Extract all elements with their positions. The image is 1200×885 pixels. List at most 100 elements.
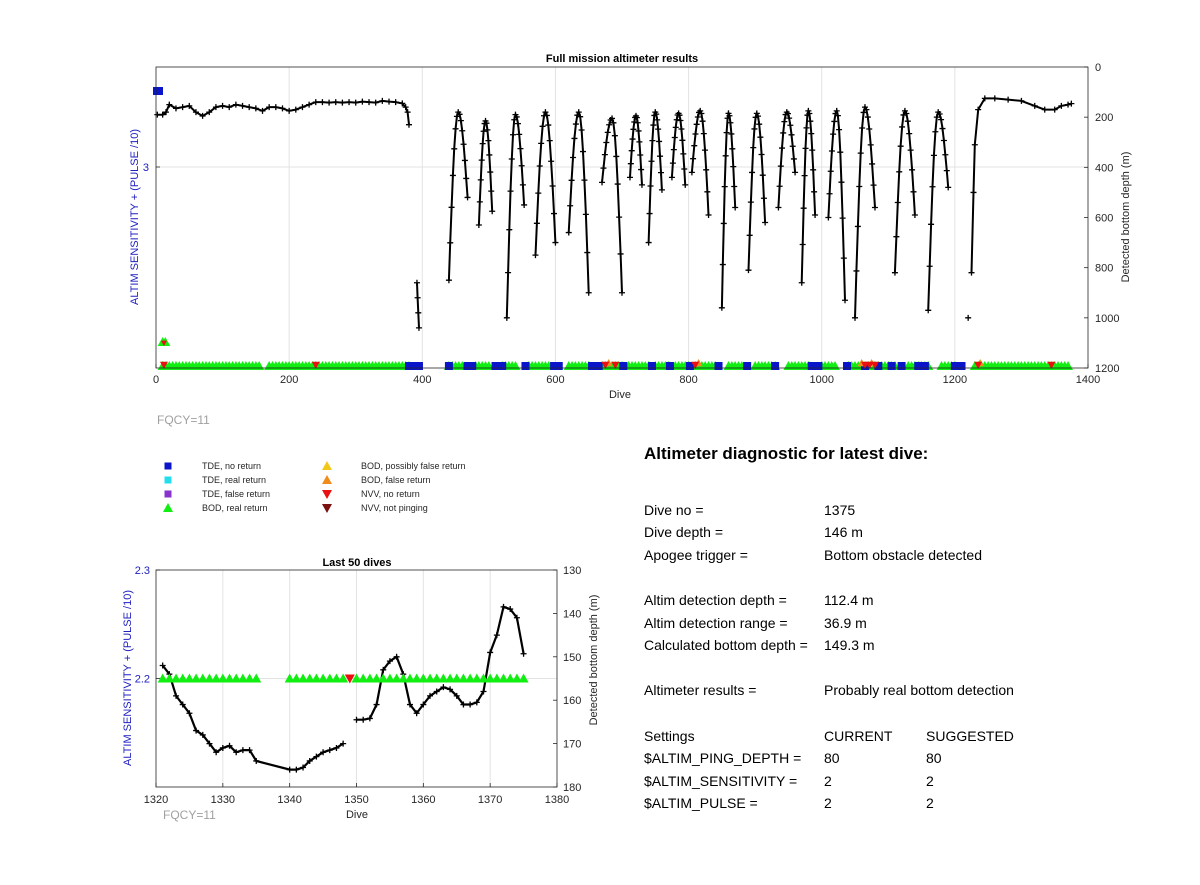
depth-point-marker: [572, 121, 579, 128]
depth-point-marker: [808, 130, 815, 137]
depth-point-marker: [926, 263, 933, 270]
depth-point-marker: [792, 169, 799, 176]
detection-range-label: Altim detection range =: [644, 614, 788, 631]
depth-point-marker: [866, 126, 873, 133]
depth-point-marker: [777, 163, 784, 170]
depth-point-marker: [339, 99, 346, 106]
depth-point-marker: [326, 99, 333, 106]
depth-point-marker: [306, 101, 313, 108]
depth-point-marker: [830, 131, 837, 138]
dive-no-value: 1375: [824, 501, 856, 518]
depth-point-marker: [728, 130, 735, 137]
depth-point-marker: [192, 109, 199, 116]
setting-suggested: 2: [926, 795, 934, 812]
nvv-no-return-marker: [1047, 361, 1056, 369]
depth-point-marker: [658, 186, 665, 193]
bottom-depth-point-marker: [360, 716, 367, 723]
diagnostic-title: Altimeter diagnostic for latest dive:: [644, 444, 929, 463]
depth-point-marker: [837, 149, 844, 156]
depth-point-marker: [788, 131, 795, 138]
depth-point-marker: [603, 139, 610, 146]
depth-point-marker: [719, 261, 726, 268]
bod-real-return-marker: [304, 673, 315, 683]
legend-label: TDE, no return: [202, 461, 261, 471]
depth-point-marker: [657, 169, 664, 176]
depth-point-marker: [392, 99, 399, 106]
depth-point-marker: [266, 104, 273, 111]
tde-no-return-marker: [414, 362, 423, 370]
bottom-left-tick-label: 2.3: [135, 565, 150, 577]
legend-triangle-up-marker: [322, 461, 332, 470]
depth-point-marker: [415, 309, 422, 316]
tde-no-return-marker: [468, 362, 477, 370]
depth-point-marker: [578, 127, 585, 134]
depth-point-marker: [533, 220, 540, 227]
bod-real-return-marker: [378, 673, 389, 683]
depth-point-marker: [626, 174, 633, 181]
depth-point-marker: [486, 151, 493, 158]
depth-point-marker: [700, 130, 707, 137]
depth-point-marker: [610, 119, 617, 126]
depth-point-marker: [542, 109, 549, 116]
top-right-axis-label: Detected bottom depth (m): [1120, 152, 1132, 283]
depth-point-marker: [1068, 100, 1075, 107]
bod-real-return-marker: [458, 673, 469, 683]
depth-point-marker: [645, 239, 652, 246]
depth-point-marker: [840, 255, 847, 262]
apogee-row: Apogee trigger = Bottom obstacle detecte…: [644, 544, 1164, 567]
depth-point-marker: [727, 119, 734, 126]
bottom-depth-point-marker: [480, 688, 487, 695]
depth-point-marker: [647, 182, 654, 189]
bottom-depth-point-marker: [173, 692, 180, 699]
depth-point-marker: [246, 104, 253, 111]
bod-real-return-marker: [324, 673, 335, 683]
depth-point-marker: [786, 115, 793, 122]
bottom-x-tick-label: 1320: [144, 794, 168, 806]
depth-point-marker: [903, 110, 910, 117]
depth-point-marker: [577, 113, 584, 120]
depth-point-marker: [199, 112, 206, 119]
bottom-left-axis-label: ALTIM SENSITIVITY + (PULSE /10): [122, 590, 134, 766]
bod-real-return-marker: [284, 673, 295, 683]
calculated-depth-label: Calculated bottom depth =: [644, 637, 808, 654]
depth-point-marker: [548, 158, 555, 165]
depth-point-marker: [650, 122, 657, 129]
depth-point-marker: [413, 279, 420, 286]
legend-square-marker: [164, 462, 172, 470]
depth-point-marker: [508, 155, 515, 162]
depth-point-marker: [670, 146, 677, 153]
depth-point-marker: [386, 98, 392, 105]
bod-real-return-marker: [431, 673, 442, 683]
bottom-depth-point-marker: [386, 658, 393, 665]
depth-point-marker: [827, 168, 834, 175]
depth-point-marker: [753, 110, 760, 117]
depth-point-marker: [779, 145, 786, 152]
depth-point-marker: [673, 116, 680, 123]
bottom-depth-point-marker: [380, 666, 387, 673]
depth-point-marker: [798, 279, 805, 286]
depth-point-marker: [581, 177, 588, 184]
tde-no-return-marker: [843, 362, 852, 370]
depth-point-marker: [939, 125, 946, 132]
depth-point-marker: [933, 114, 940, 121]
depth-point-marker: [750, 144, 757, 151]
depth-point-marker: [448, 204, 455, 211]
bottom-depth-point-marker: [467, 701, 474, 708]
bottom-depth-point-marker: [206, 740, 213, 747]
depth-point-marker: [871, 204, 878, 211]
depth-point-marker: [893, 233, 900, 240]
depth-point-marker: [682, 181, 689, 188]
nvv-no-return-marker: [601, 361, 610, 369]
bottom-depth-point-marker: [473, 699, 480, 706]
calculated-depth-row: Calculated bottom depth = 149.3 m: [644, 634, 1164, 657]
top-x-tick-label: 1200: [943, 374, 967, 386]
top-x-tick-label: 0: [153, 374, 159, 386]
bod-real-return-marker: [217, 673, 228, 683]
depth-point-marker: [730, 163, 737, 170]
depth-point-marker: [854, 223, 861, 230]
legend-label: NVV, not pinging: [361, 503, 428, 513]
nvv-no-return-marker: [870, 361, 879, 369]
depth-point-marker: [179, 104, 186, 111]
depth-point-marker: [759, 172, 766, 179]
